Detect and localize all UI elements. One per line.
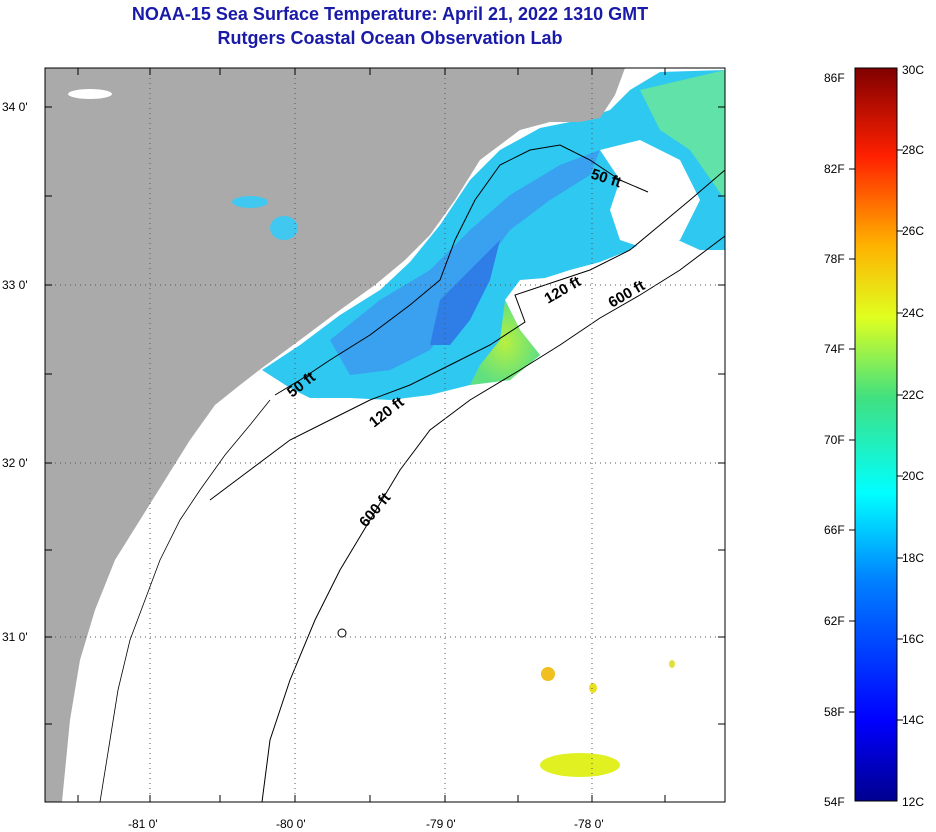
cool-streak — [330, 150, 600, 375]
colorbar-f-label: 82F — [824, 162, 845, 176]
coastline-detail — [99, 399, 271, 802]
colorbar-f-label: 66F — [824, 523, 845, 537]
lat-label: 34 0' — [2, 100, 28, 114]
colorbar-f-label: 86F — [824, 71, 845, 85]
colorbar-f-label: 78F — [824, 252, 845, 266]
colorbar-c-label: 30C — [902, 63, 924, 77]
lon-label: -79 0' — [426, 817, 456, 831]
colorbar-f-label: 74F — [824, 342, 845, 356]
colorbar-f-label: 58F — [824, 705, 845, 719]
coldest-core — [430, 240, 500, 345]
colorbar-gradient — [854, 67, 898, 802]
colorbar-c-label: 14C — [902, 713, 924, 727]
contour-600ft — [261, 235, 725, 802]
warm-patch — [589, 683, 597, 693]
colorbar-f-label: 70F — [824, 433, 845, 447]
map-subtitle: Rutgers Coastal Ocean Observation Lab — [217, 28, 563, 48]
land-mass — [45, 68, 625, 802]
colorbar-c-label: 16C — [902, 632, 924, 646]
lat-label: 31 0' — [2, 630, 28, 644]
colorbar-c-label: 26C — [902, 224, 924, 238]
warm-patch — [541, 667, 555, 681]
cloud-patch — [600, 140, 700, 250]
inland-water — [232, 196, 268, 208]
map-title: NOAA-15 Sea Surface Temperature: April 2… — [131, 4, 649, 24]
inland-nodata — [68, 89, 112, 99]
lon-label: -80 0' — [276, 817, 306, 831]
warm-edge-north — [640, 70, 725, 200]
warm-edge — [470, 300, 540, 385]
gridlines — [45, 68, 725, 802]
colorbar-c-label: 20C — [902, 469, 924, 483]
warm-patch — [669, 660, 675, 668]
colorbar-f-label: 54F — [824, 795, 845, 809]
warm-patch — [540, 753, 620, 777]
lat-label: 33 0' — [2, 278, 28, 292]
lat-label: 32 0' — [2, 456, 28, 470]
contour-50ft — [274, 144, 649, 396]
colorbar-c-label: 24C — [902, 306, 924, 320]
colorbar-c-label: 22C — [902, 388, 924, 402]
colorbar-c-label: 12C — [902, 795, 924, 809]
lon-label: -81 0' — [128, 817, 158, 831]
colorbar-f-label: 62F — [824, 614, 845, 628]
contour-120ft — [209, 169, 725, 501]
plot-frame — [44, 67, 726, 803]
colorbar-c-label: 28C — [902, 143, 924, 157]
seamount-contour — [337, 628, 347, 638]
lon-label: -78 0' — [574, 817, 604, 831]
colorbar-c-label: 18C — [902, 551, 924, 565]
axis-ticks — [45, 68, 725, 802]
inland-water — [270, 216, 298, 240]
